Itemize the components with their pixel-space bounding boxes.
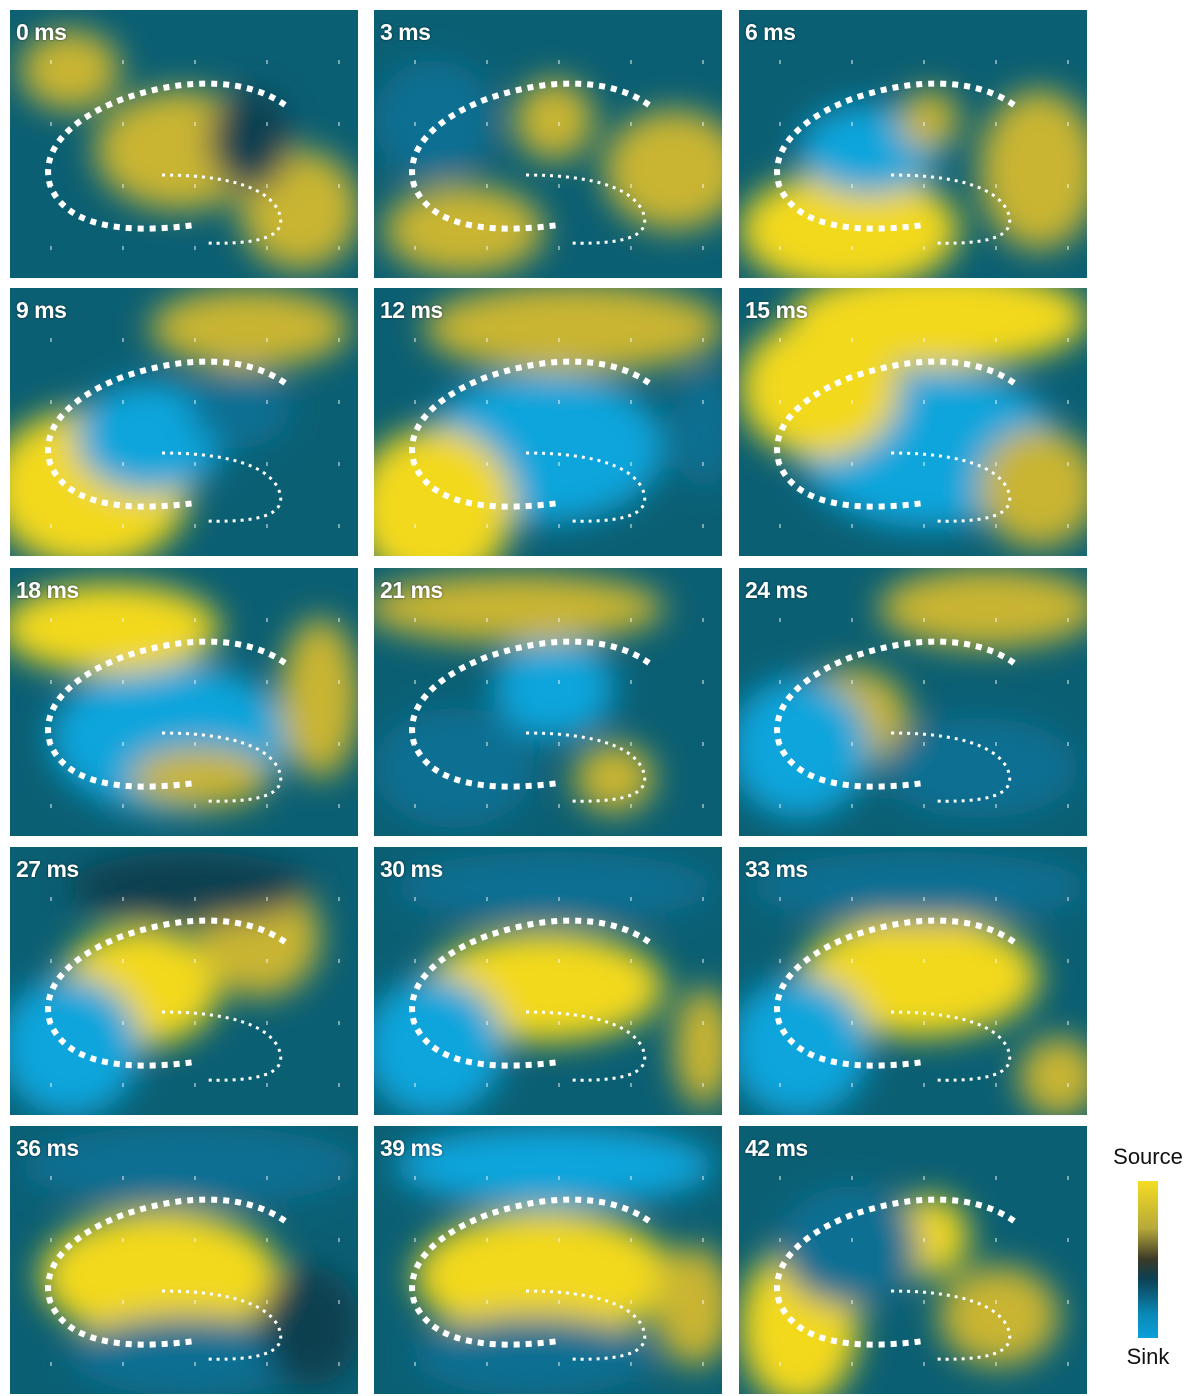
outer-contour-outline bbox=[409, 1196, 651, 1348]
time-label: 0 ms bbox=[16, 19, 67, 45]
outer-contour-outline bbox=[45, 1196, 287, 1348]
field-map-image bbox=[374, 10, 722, 278]
time-panel: 6 ms bbox=[739, 10, 1087, 278]
color-legend: Source Sink bbox=[1108, 1144, 1188, 1384]
outer-contour-outline bbox=[45, 80, 287, 232]
field-map-image bbox=[374, 1126, 722, 1394]
time-panel: 36 ms bbox=[10, 1126, 358, 1394]
time-panel: 30 ms bbox=[374, 847, 722, 1115]
outer-contour-outline bbox=[409, 638, 651, 790]
time-panel: 15 ms bbox=[739, 288, 1087, 556]
time-panel: 3 ms bbox=[374, 10, 722, 278]
field-map-image bbox=[374, 847, 722, 1115]
legend-source-label: Source bbox=[1113, 1144, 1183, 1169]
field-map-image bbox=[10, 1126, 358, 1394]
outer-contour-outline bbox=[409, 358, 651, 510]
outer-contour-outline bbox=[45, 917, 287, 1069]
time-panel: 18 ms bbox=[10, 568, 358, 836]
time-lapse-panel-grid: 0 ms 3 ms 6 ms 9 ms 12 ms 15 ms 18 ms 21 ms 24 m… bbox=[10, 10, 1091, 1394]
outer-contour-outline bbox=[409, 80, 651, 232]
time-label: 36 ms bbox=[16, 1135, 79, 1161]
time-panel: 42 ms bbox=[739, 1126, 1087, 1394]
time-label: 18 ms bbox=[16, 577, 79, 603]
time-panel: 24 ms bbox=[739, 568, 1087, 836]
field-map-image bbox=[10, 288, 358, 556]
field-map-image bbox=[739, 1126, 1087, 1394]
time-panel: 33 ms bbox=[739, 847, 1087, 1115]
time-label: 27 ms bbox=[16, 856, 79, 882]
time-label: 9 ms bbox=[16, 297, 67, 323]
outer-contour-outline bbox=[774, 358, 1016, 510]
outer-contour-outline bbox=[45, 358, 287, 510]
outer-contour-outline bbox=[774, 1196, 1016, 1348]
time-panel: 27 ms bbox=[10, 847, 358, 1115]
field-map-image bbox=[10, 568, 358, 836]
outer-contour-outline bbox=[45, 638, 287, 790]
field-map-image bbox=[739, 568, 1087, 836]
field-map-image bbox=[10, 10, 358, 278]
outer-contour-outline bbox=[774, 917, 1016, 1069]
time-panel: 12 ms bbox=[374, 288, 722, 556]
time-panel: 0 ms bbox=[10, 10, 358, 278]
field-map-image bbox=[374, 568, 722, 836]
time-label: 39 ms bbox=[380, 1135, 443, 1161]
outer-contour-outline bbox=[409, 917, 651, 1069]
outer-contour-outline bbox=[774, 80, 1016, 232]
time-label: 21 ms bbox=[380, 577, 443, 603]
time-label: 6 ms bbox=[745, 19, 796, 45]
field-map-image bbox=[374, 288, 722, 556]
time-label: 30 ms bbox=[380, 856, 443, 882]
time-panel: 39 ms bbox=[374, 1126, 722, 1394]
time-label: 12 ms bbox=[380, 297, 443, 323]
field-map-image bbox=[10, 847, 358, 1115]
legend-colorbar bbox=[1138, 1181, 1158, 1338]
field-map-image bbox=[739, 288, 1087, 556]
field-map-image bbox=[739, 10, 1087, 278]
time-label: 24 ms bbox=[745, 577, 808, 603]
field-map-image bbox=[739, 847, 1087, 1115]
outer-contour-outline bbox=[774, 638, 1016, 790]
time-label: 15 ms bbox=[745, 297, 808, 323]
time-label: 42 ms bbox=[745, 1135, 808, 1161]
legend-sink-label: Sink bbox=[1126, 1344, 1170, 1369]
time-label: 3 ms bbox=[380, 19, 431, 45]
time-panel: 9 ms bbox=[10, 288, 358, 556]
time-panel: 21 ms bbox=[374, 568, 722, 836]
time-label: 33 ms bbox=[745, 856, 808, 882]
